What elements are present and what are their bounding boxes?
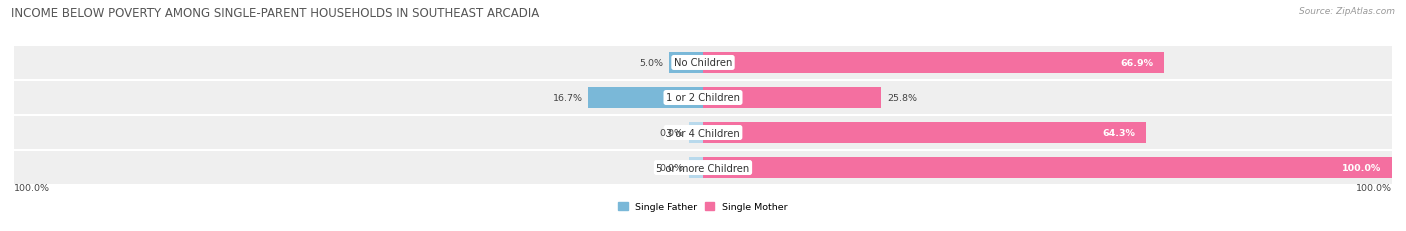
Text: No Children: No Children [673, 58, 733, 68]
Bar [703, 158, 1392, 178]
Bar [14, 47, 1392, 79]
Bar [689, 158, 703, 178]
Bar [703, 123, 1146, 143]
Legend: Single Father, Single Mother: Single Father, Single Mother [619, 202, 787, 211]
Bar [669, 53, 703, 73]
Bar [14, 117, 1392, 149]
Text: 100.0%: 100.0% [1355, 184, 1392, 192]
Text: INCOME BELOW POVERTY AMONG SINGLE-PARENT HOUSEHOLDS IN SOUTHEAST ARCADIA: INCOME BELOW POVERTY AMONG SINGLE-PARENT… [11, 7, 540, 20]
Bar [14, 82, 1392, 114]
Text: 25.8%: 25.8% [887, 94, 918, 103]
Bar [703, 88, 880, 108]
Text: 100.0%: 100.0% [14, 184, 51, 192]
Text: 66.9%: 66.9% [1121, 59, 1153, 68]
Text: 5.0%: 5.0% [640, 59, 664, 68]
Bar [588, 88, 703, 108]
Bar [703, 53, 1164, 73]
Text: 0.0%: 0.0% [659, 128, 683, 137]
Text: 0.0%: 0.0% [659, 163, 683, 172]
Text: 5 or more Children: 5 or more Children [657, 163, 749, 173]
Text: 3 or 4 Children: 3 or 4 Children [666, 128, 740, 138]
Bar [689, 123, 703, 143]
Text: Source: ZipAtlas.com: Source: ZipAtlas.com [1299, 7, 1395, 16]
Text: 16.7%: 16.7% [553, 94, 582, 103]
Bar [14, 152, 1392, 184]
Text: 1 or 2 Children: 1 or 2 Children [666, 93, 740, 103]
Text: 100.0%: 100.0% [1343, 163, 1382, 172]
Text: 64.3%: 64.3% [1102, 128, 1136, 137]
